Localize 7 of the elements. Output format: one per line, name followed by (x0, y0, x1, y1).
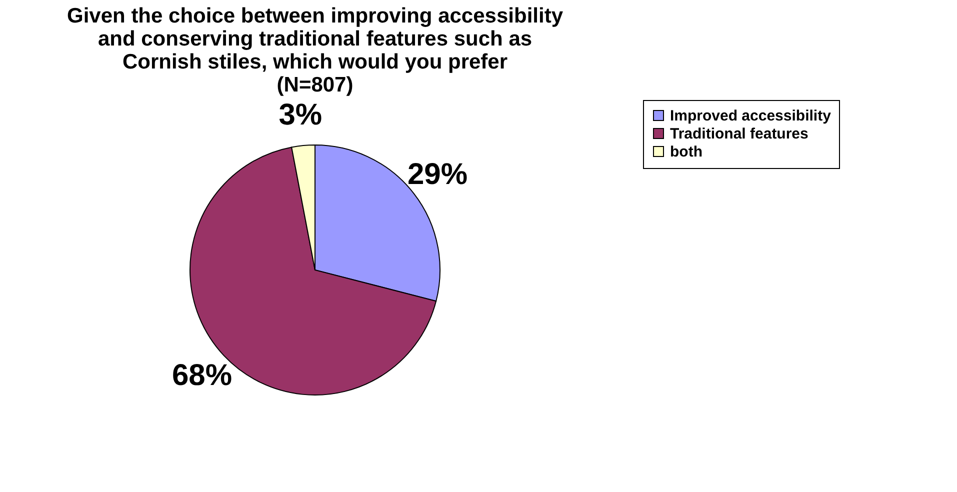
legend-label: Improved accessibility (670, 108, 832, 124)
chart-title: Given the choice between improving accessibility and conserving traditional features such as Cornish stiles, which would you prefer (N=807) (67, 4, 564, 96)
legend-label: both (670, 144, 702, 160)
data-label: 3% (278, 98, 322, 132)
data-label: 68% (172, 359, 232, 392)
legend-label: Traditional features (670, 126, 808, 142)
data-label: 29% (407, 158, 468, 191)
